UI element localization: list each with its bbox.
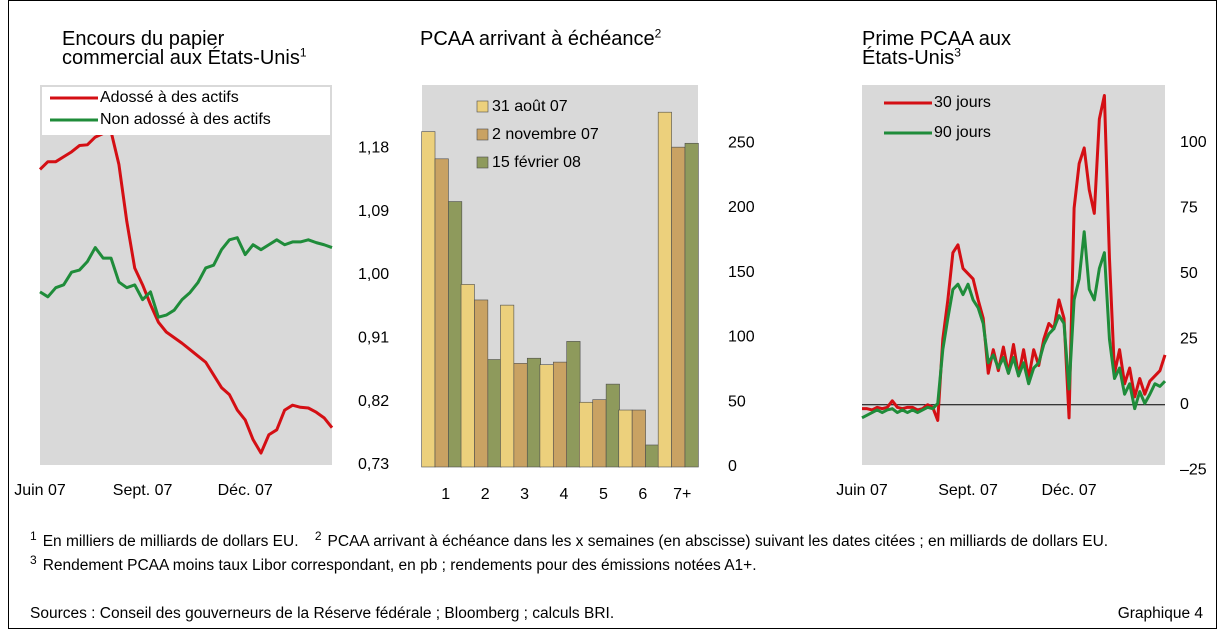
legend-swatch xyxy=(476,100,489,113)
legend-swatch xyxy=(476,128,489,141)
bar xyxy=(500,304,515,468)
y-tick-label: 75 xyxy=(1180,199,1198,216)
y-tick-label: 0,91 xyxy=(358,330,389,347)
x-tick-label: Juin 07 xyxy=(836,482,888,499)
x-tick-label: 7+ xyxy=(673,486,691,503)
panel-title: Prime PCAA aux États-Unis3 xyxy=(862,28,1057,69)
bar xyxy=(474,299,489,468)
y-tick-label: 50 xyxy=(1180,265,1198,282)
bar xyxy=(434,158,449,468)
x-tick-label: 5 xyxy=(599,486,608,503)
footnote: En milliers de milliards de dollars EU. xyxy=(42,533,299,550)
y-tick-label: 0 xyxy=(728,458,737,475)
y-tick-label: 250 xyxy=(728,134,755,151)
x-tick-label: 1 xyxy=(441,486,450,503)
footnote: PCAA arrivant à échéance dans les x sema… xyxy=(327,533,1109,550)
legend-label: 30 jours xyxy=(934,94,991,111)
x-tick-label: Déc. 07 xyxy=(1041,482,1096,499)
plot-area xyxy=(862,85,1165,465)
x-tick-label: 3 xyxy=(520,486,529,503)
bar xyxy=(460,284,475,468)
y-tick-label: 0,73 xyxy=(358,456,389,473)
x-tick-label: Déc. 07 xyxy=(218,482,273,499)
bar xyxy=(592,399,607,468)
bar xyxy=(539,364,554,468)
x-tick-label: 6 xyxy=(638,486,647,503)
note-marker: 3 xyxy=(30,552,37,567)
frame xyxy=(8,0,1217,629)
y-tick-label: 50 xyxy=(728,393,746,410)
bar xyxy=(631,409,646,468)
y-tick-label: 200 xyxy=(728,199,755,216)
bar xyxy=(618,409,633,468)
footnote: Rendement PCAA moins taux Libor correspo… xyxy=(42,557,757,574)
bar xyxy=(579,401,594,468)
note-marker: 1 xyxy=(30,528,37,543)
bar xyxy=(566,341,581,468)
x-tick-label: Sept. 07 xyxy=(113,482,173,499)
legend-label: Non adossé à des actifs xyxy=(100,111,271,128)
bar xyxy=(421,131,436,468)
bar xyxy=(671,146,686,468)
y-tick-label: 100 xyxy=(728,329,755,346)
bar xyxy=(448,201,463,468)
title-text: Encours du papier commercial aux États-U… xyxy=(62,28,300,69)
title-text: PCAA arrivant à échéance xyxy=(420,28,655,50)
bar xyxy=(605,383,620,468)
note-marker: 2 xyxy=(314,528,322,543)
y-tick-label: 0,82 xyxy=(358,393,389,410)
series-line xyxy=(861,230,1167,420)
x-tick-label: 2 xyxy=(481,486,490,503)
legend-label: 90 jours xyxy=(934,124,991,141)
bar xyxy=(552,361,568,468)
bar xyxy=(684,142,699,468)
legend-frame xyxy=(42,87,330,135)
legend-label: 31 août 07 xyxy=(492,98,568,115)
title-text: Prime PCAA aux États-Unis xyxy=(862,28,1011,69)
footnotes: 1 En milliers de milliards de dollars EU.… xyxy=(30,530,1210,578)
sources: Sources : Conseil des gouverneurs de la … xyxy=(30,605,615,622)
legend-swatch xyxy=(476,156,489,169)
y-tick-label: 1,18 xyxy=(358,140,389,157)
x-tick-label: Juin 07 xyxy=(14,482,66,499)
x-tick-label: Sept. 07 xyxy=(938,482,998,499)
legend-label: 2 novembre 07 xyxy=(492,126,599,143)
bar xyxy=(513,363,528,468)
note-marker: 2 xyxy=(654,26,662,41)
y-tick-label: 25 xyxy=(1180,330,1198,347)
y-tick-label: 1,09 xyxy=(358,203,389,220)
y-tick-label: 1,00 xyxy=(358,266,389,283)
series-line xyxy=(38,129,334,455)
plot-area xyxy=(40,85,332,465)
y-tick-label: 100 xyxy=(1180,134,1207,151)
bar xyxy=(657,111,672,468)
legend-label: 15 février 08 xyxy=(492,154,581,171)
bar xyxy=(526,357,541,468)
panel-title: Encours du papier commercial aux États-U… xyxy=(62,28,324,69)
y-tick-label: –25 xyxy=(1180,461,1207,478)
note-marker: 1 xyxy=(299,45,307,60)
figure-label: Graphique 4 xyxy=(1117,605,1203,622)
y-tick-label: 150 xyxy=(728,264,755,281)
bar xyxy=(645,444,660,468)
bar xyxy=(487,359,502,468)
panel-title: PCAA arrivant à échéance2 xyxy=(420,27,750,50)
legend-label: Adossé à des actifs xyxy=(100,89,239,106)
x-tick-label: 4 xyxy=(560,486,569,503)
y-tick-label: 0 xyxy=(1180,396,1189,413)
series-line xyxy=(39,236,333,319)
note-marker: 3 xyxy=(954,45,961,60)
